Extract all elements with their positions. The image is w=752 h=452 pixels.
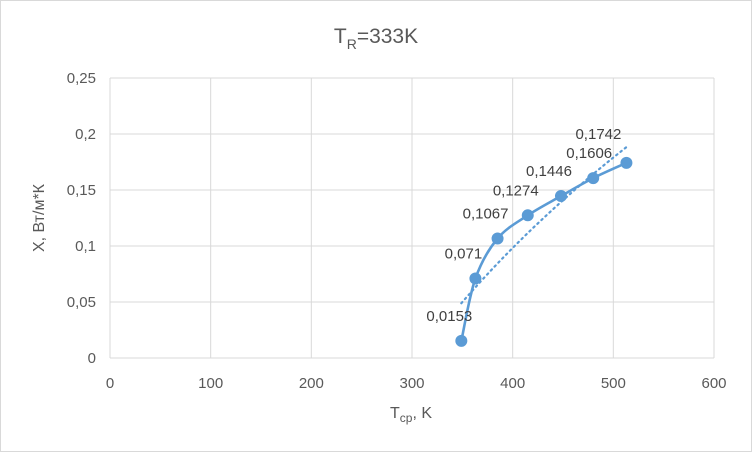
data-point [620,156,633,169]
y-tick-label: 0,2 [75,126,96,143]
data-point [455,334,468,347]
data-label: 0,1606 [566,145,612,162]
grid [109,77,715,359]
y-tick-label: 0 [88,350,96,367]
data-label: 0,1742 [575,126,621,143]
y-tick-label: 0,25 [67,70,96,87]
data-point [491,232,504,245]
y-axis-title: X, Вт/м*К [31,183,48,252]
x-axis-title: Tср, K [390,405,432,425]
series-group [455,156,633,347]
data-label: 0,1067 [463,205,509,222]
tick-labels-group: 0 0,05 0,1 0,15 0,2 0,25 0 100 200 300 400 500 600 [67,70,727,392]
x-tick-label: 200 [299,375,324,392]
x-tick-label: 300 [399,375,424,392]
x-tick-label: 600 [701,375,726,392]
chart-title: TR=333K [334,25,418,52]
y-tick-label: 0,1 [75,238,96,255]
trendline-group [460,146,628,305]
x-tick-label: 400 [500,375,525,392]
data-point [554,190,567,203]
data-label: 0,1274 [493,182,539,199]
data-point [521,209,534,222]
data-label: 0,071 [445,245,483,262]
data-label: 0,1446 [526,163,572,180]
x-tick-label: 100 [198,375,223,392]
data-point [469,272,482,285]
trendline [460,146,628,305]
x-tick-label: 0 [106,375,114,392]
data-point [587,172,600,185]
y-tick-label: 0,15 [67,182,96,199]
y-tick-label: 0,05 [67,294,96,311]
data-label: 0,0153 [426,308,472,325]
x-tick-label: 500 [601,375,626,392]
